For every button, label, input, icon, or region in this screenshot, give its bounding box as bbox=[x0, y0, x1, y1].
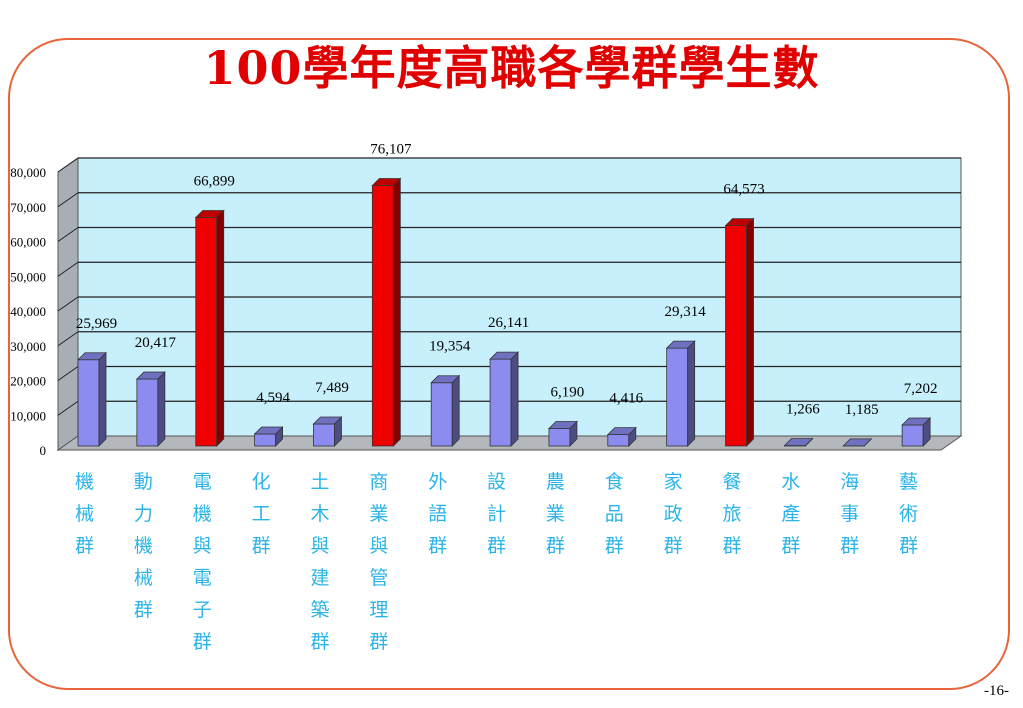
gridline-side bbox=[57, 366, 79, 381]
x-tick-label: 電機與電子群 bbox=[193, 471, 212, 653]
bar-side bbox=[451, 374, 460, 447]
data-label: 7,489 bbox=[315, 380, 349, 396]
data-label: 20,417 bbox=[135, 335, 177, 351]
bar-top bbox=[312, 416, 343, 425]
bar-top bbox=[842, 438, 873, 447]
x-tick-label: 水產群 bbox=[781, 471, 800, 557]
x-tick-label: 機械群 bbox=[75, 471, 94, 557]
x-tick-label: 外語群 bbox=[428, 471, 447, 557]
bar bbox=[489, 358, 512, 447]
page-number: -16- bbox=[984, 683, 1009, 699]
data-label: 4,416 bbox=[609, 391, 643, 407]
y-tick-label: 0 bbox=[40, 443, 47, 458]
bar bbox=[371, 185, 394, 447]
x-tick-label: 藝術群 bbox=[899, 471, 918, 557]
bar bbox=[254, 433, 277, 447]
bar bbox=[195, 217, 218, 447]
bar-side bbox=[157, 371, 166, 447]
bar bbox=[313, 423, 335, 447]
slide-frame bbox=[8, 38, 1010, 690]
bar bbox=[666, 347, 689, 447]
x-tick-label: 化工群 bbox=[252, 471, 271, 557]
bar-top bbox=[901, 417, 932, 426]
bar-side bbox=[510, 351, 519, 447]
data-label: 25,969 bbox=[76, 316, 117, 332]
bar-side bbox=[216, 209, 225, 447]
x-tick-label: 食品群 bbox=[605, 471, 624, 557]
y-tick-label: 50,000 bbox=[10, 269, 46, 284]
bar-top bbox=[430, 375, 461, 384]
bar-top bbox=[606, 427, 637, 436]
bar bbox=[901, 424, 924, 447]
gridline-side bbox=[57, 227, 79, 242]
data-label: 66,899 bbox=[194, 174, 235, 190]
bar-top bbox=[253, 426, 284, 435]
gridline-side bbox=[57, 261, 79, 277]
bar-top bbox=[724, 218, 755, 227]
bar-side bbox=[98, 351, 107, 447]
gridline-side bbox=[57, 192, 79, 208]
y-tick-label: 10,000 bbox=[10, 408, 46, 423]
bar bbox=[430, 382, 453, 447]
bar bbox=[136, 378, 159, 447]
x-tick-label: 土木與建築群 bbox=[310, 471, 329, 653]
bar-side bbox=[746, 217, 754, 447]
bar bbox=[77, 359, 100, 447]
gridline-side bbox=[57, 157, 79, 173]
x-tick-label: 設計群 bbox=[487, 471, 506, 557]
data-label: 19,354 bbox=[429, 339, 471, 355]
x-tick-label: 餐旅群 bbox=[723, 471, 742, 557]
y-tick-label: 30,000 bbox=[10, 339, 46, 354]
data-label: 64,573 bbox=[723, 182, 764, 198]
data-label: 4,594 bbox=[256, 390, 290, 406]
bar-top bbox=[547, 421, 578, 429]
bar-top bbox=[371, 178, 402, 186]
x-tick-label: 動力機械群 bbox=[134, 471, 153, 621]
bar-top bbox=[489, 351, 520, 360]
bar-top bbox=[783, 438, 814, 447]
bar bbox=[725, 225, 747, 447]
y-tick-label: 70,000 bbox=[10, 200, 46, 215]
x-tick-label: 農業群 bbox=[546, 471, 565, 557]
data-label: 1,266 bbox=[786, 402, 820, 418]
gridline-side bbox=[57, 296, 79, 312]
bar-top bbox=[77, 352, 107, 361]
page-title: 100學年度高職各學群學生數 bbox=[203, 41, 820, 95]
x-tick-label: 海事群 bbox=[840, 471, 859, 557]
bar-top bbox=[194, 210, 225, 218]
bar bbox=[607, 434, 630, 447]
data-label: 6,190 bbox=[551, 384, 585, 400]
gridline-side bbox=[57, 331, 79, 347]
bar bbox=[548, 428, 571, 447]
data-label: 29,314 bbox=[665, 304, 707, 320]
data-label: 7,202 bbox=[904, 381, 938, 397]
y-tick-label: 80,000 bbox=[10, 165, 46, 180]
data-label: 1,185 bbox=[845, 402, 879, 418]
bar-side bbox=[392, 177, 401, 447]
data-label: 76,107 bbox=[370, 142, 412, 158]
gridline-side bbox=[57, 400, 79, 416]
y-tick-label: 40,000 bbox=[10, 304, 46, 319]
y-tick-label: 60,000 bbox=[10, 235, 46, 250]
x-tick-label: 家政群 bbox=[664, 471, 683, 557]
y-tick-label: 20,000 bbox=[10, 374, 46, 389]
bar-side bbox=[687, 340, 696, 447]
bar-top bbox=[665, 340, 696, 349]
x-tick-label: 商業與管理群 bbox=[369, 471, 388, 653]
bar-top bbox=[135, 371, 166, 380]
data-label: 26,141 bbox=[488, 315, 529, 331]
